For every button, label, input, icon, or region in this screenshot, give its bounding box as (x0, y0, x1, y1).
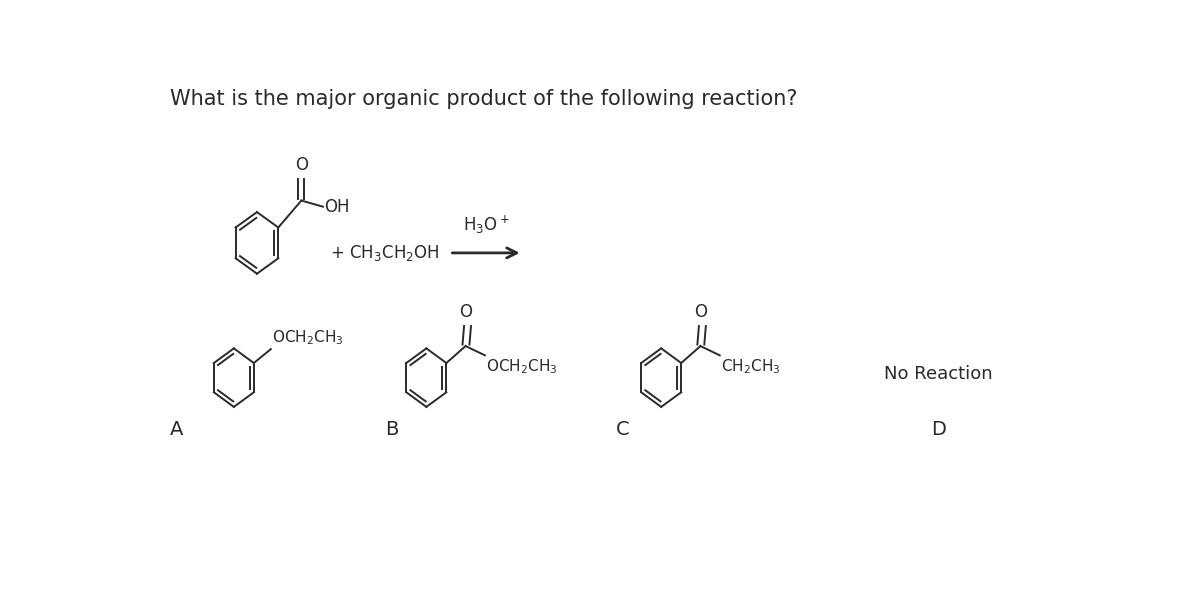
Text: D: D (931, 421, 946, 439)
Text: OH: OH (324, 198, 350, 216)
Text: OCH$_2$CH$_3$: OCH$_2$CH$_3$ (272, 328, 344, 347)
Text: CH$_2$CH$_3$: CH$_2$CH$_3$ (721, 357, 781, 376)
Text: $+$ CH$_3$CH$_2$OH: $+$ CH$_3$CH$_2$OH (330, 243, 439, 263)
Text: What is the major organic product of the following reaction?: What is the major organic product of the… (170, 89, 798, 109)
Text: O: O (460, 304, 472, 321)
Text: A: A (169, 421, 182, 439)
Text: No Reaction: No Reaction (884, 365, 992, 383)
Text: O: O (694, 304, 707, 321)
Text: O: O (295, 156, 308, 173)
Text: OCH$_2$CH$_3$: OCH$_2$CH$_3$ (486, 357, 558, 376)
Text: H$_3$O$^+$: H$_3$O$^+$ (463, 214, 509, 236)
Text: B: B (385, 421, 398, 439)
Text: C: C (616, 421, 630, 439)
